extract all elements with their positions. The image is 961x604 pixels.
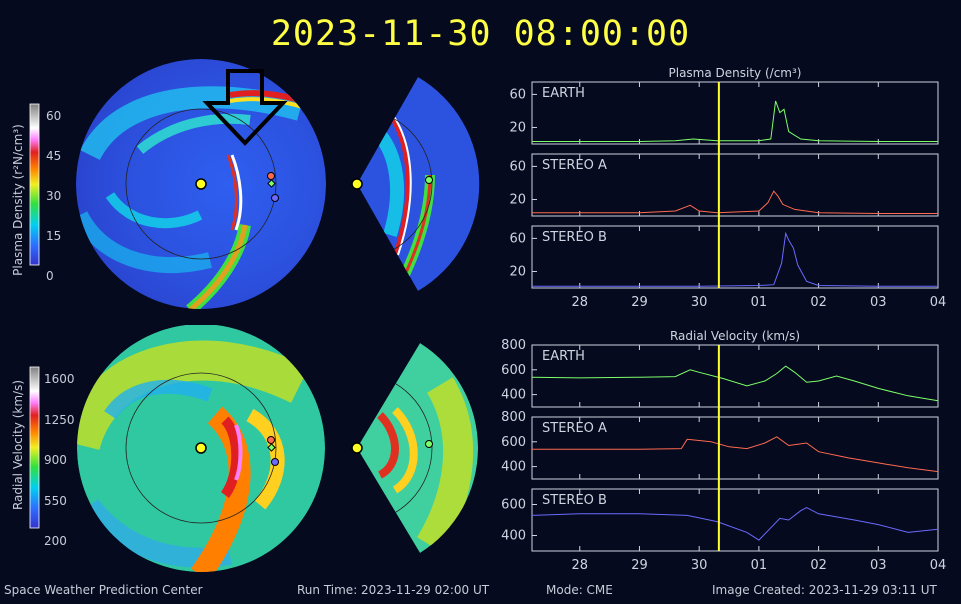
velocity-wedge — [357, 343, 479, 553]
y-tick-label: 20 — [509, 192, 526, 207]
y-tick-label: 20 — [509, 264, 526, 279]
velocity-colorbar — [29, 366, 40, 529]
series-line — [532, 190, 938, 214]
stereo-b-marker-icon — [271, 458, 279, 466]
series-line — [532, 100, 938, 142]
series-line — [532, 231, 938, 287]
x-tick-label: 01 — [751, 295, 768, 310]
earth-marker-wedge-icon — [425, 440, 433, 448]
series-label: STEREO A — [542, 158, 607, 173]
earth-marker-icon — [267, 443, 276, 452]
series-line — [532, 436, 939, 473]
x-tick-label: 28 — [571, 295, 588, 310]
y-tick-label: 800 — [501, 410, 526, 425]
plot-frame — [531, 81, 939, 145]
x-tick-label: 04 — [930, 295, 947, 310]
footer-image-created: Image Created: 2023-11-29 03:11 UT — [712, 583, 937, 597]
sun-marker-wedge-icon — [351, 442, 363, 454]
footer-mode: Mode: CME — [546, 583, 613, 597]
x-tick-label: 01 — [751, 558, 768, 573]
sun-marker-icon — [195, 442, 207, 454]
x-tick-label: 04 — [930, 558, 947, 573]
x-tick-label: 28 — [571, 558, 588, 573]
y-tick-label: 60 — [509, 231, 526, 246]
density-panel-title: Plasma Density (/cm³) — [668, 66, 802, 80]
series-label: EARTH — [542, 86, 585, 101]
velocity-panel-title: Radial Velocity (km/s) — [669, 329, 801, 343]
earth-marker-wedge-icon — [425, 176, 433, 184]
x-tick-label: 02 — [810, 295, 827, 310]
y-tick-label: 400 — [501, 529, 526, 544]
series-label: STEREO B — [542, 230, 607, 245]
y-tick-label: 600 — [501, 435, 526, 450]
y-tick-label: 60 — [509, 87, 526, 102]
series-label: STEREO A — [542, 421, 607, 436]
x-tick-label: 02 — [810, 558, 827, 573]
y-tick-label: 600 — [501, 498, 526, 513]
series-line — [531, 365, 939, 402]
y-tick-label: 600 — [501, 363, 526, 378]
x-tick-label: 30 — [691, 558, 708, 573]
sun-marker-wedge-icon — [351, 178, 363, 190]
y-tick-label: 400 — [501, 460, 526, 475]
density-colorbar — [29, 103, 40, 266]
footer-run-time: Run Time: 2023-11-29 02:00 UT — [297, 583, 490, 597]
cme-arrow-icon — [202, 69, 288, 146]
x-tick-label: 29 — [631, 558, 648, 573]
x-tick-label: 29 — [631, 295, 648, 310]
density-colorbar-label: Plasma Density (r²N/cm³) — [11, 124, 25, 276]
earth-marker-icon — [267, 179, 276, 188]
plot-frame — [531, 344, 939, 408]
velocity-map-panel — [29, 325, 479, 572]
series-line — [531, 507, 939, 541]
stereo-a-marker-icon — [267, 436, 275, 444]
y-tick-label: 20 — [509, 120, 526, 135]
plot-frame — [531, 488, 939, 552]
timestamp: 2023-11-30 08:00:00 — [270, 14, 691, 54]
x-tick-label: 03 — [870, 558, 887, 573]
series-label: EARTH — [542, 349, 585, 364]
y-tick-label: 800 — [501, 338, 526, 353]
density-map-panel — [29, 59, 480, 309]
velocity-colorbar-ticks: 1600 1250 900 550 200 — [44, 372, 75, 548]
y-tick-label: 400 — [501, 388, 526, 403]
stereo-a-marker-icon — [267, 172, 275, 180]
x-tick-label: 30 — [691, 295, 708, 310]
plot-frame — [531, 153, 939, 217]
x-tick-label: 03 — [870, 295, 887, 310]
sun-marker-icon — [195, 178, 207, 190]
plot-frame — [531, 416, 939, 480]
stereo-b-marker-icon — [271, 194, 279, 202]
plot-frame — [531, 225, 939, 289]
time-series-charts: 60 20 EARTH 60 20 STEREO A 60 20 STEREO B 800 600 4… — [501, 81, 947, 573]
density-colorbar-ticks: 60 45 30 15 0 — [46, 109, 62, 283]
y-tick-label: 60 — [509, 159, 526, 174]
velocity-colorbar-label: Radial Velocity (km/s) — [11, 379, 25, 511]
footer-org: Space Weather Prediction Center — [4, 583, 203, 597]
series-label: STEREO B — [542, 493, 607, 508]
